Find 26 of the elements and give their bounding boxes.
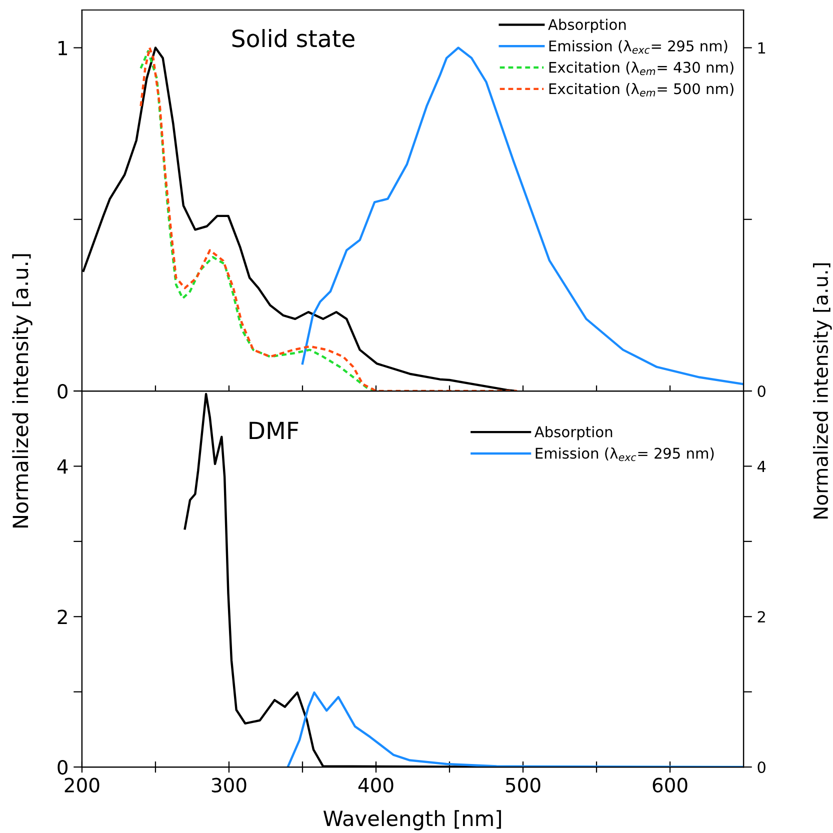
x-tick-label: 400 (358, 778, 394, 792)
x-tick-label: 200 (64, 778, 100, 792)
y-tick-label: 0 (58, 760, 68, 775)
legend-label: Excitation (λ$_{em}$= 430 nm) (549, 62, 734, 76)
y2-tick-label: 4 (757, 460, 766, 472)
x-axis-title: Wavelength [nm] (323, 810, 501, 830)
y-tick-label: 0 (58, 384, 68, 399)
x-tick-label: 600 (652, 778, 688, 792)
legend-label: Absorption (534, 426, 612, 440)
y2-tick-label: 2 (758, 611, 765, 622)
y2-axis-title: Normalized intensity [a.u.] (813, 263, 832, 518)
y2-tick-label: 0 (758, 385, 766, 398)
legend-label: Excitation (λ$_{em}$= 500 nm) (549, 82, 734, 97)
y-tick-label: 4 (57, 459, 68, 474)
y-tick-label: 2 (58, 610, 67, 624)
legend-label: Emission (λ$_{exc}$= 295 nm) (536, 447, 714, 462)
y2-tick-label: 0 (758, 761, 766, 774)
y2-tick-label: 1 (758, 42, 766, 54)
legend-label: Emission (λ$_{exc}$= 295 nm) (549, 40, 728, 54)
x-tick-label: 500 (506, 778, 540, 792)
x-tick-label: 300 (212, 778, 246, 792)
y-axis-title: Normalized intensity [a.u.] (12, 254, 32, 528)
annotation: Solid state (232, 29, 354, 48)
legend-label: Absorption (548, 18, 626, 33)
y-tick-label: 1 (58, 40, 67, 56)
annotation: DMF (250, 422, 298, 440)
